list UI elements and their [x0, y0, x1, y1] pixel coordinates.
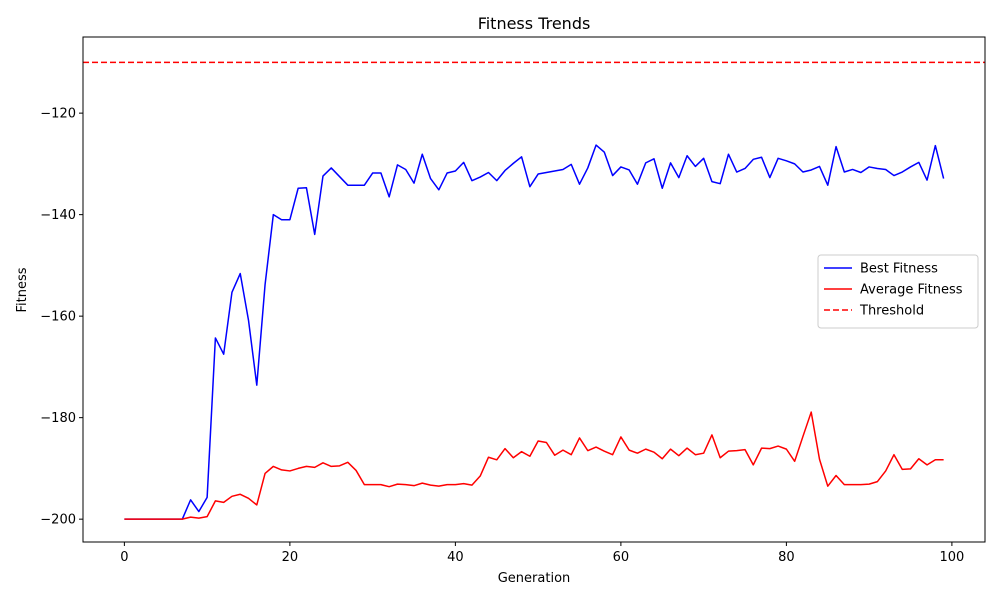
chart-title: Fitness Trends [478, 14, 591, 33]
x-tick-label: 0 [120, 550, 128, 565]
legend-label-best-fitness: Best Fitness [860, 262, 938, 277]
x-tick-label: 20 [282, 550, 299, 565]
best-fitness-line [124, 144, 945, 520]
y-axis-label: Fitness [15, 267, 30, 312]
legend-box [817, 254, 979, 329]
plot-area [83, 61, 985, 520]
y-tick-label: −200 [40, 513, 76, 528]
x-axis-label: Generation [498, 571, 571, 586]
legend: Best Fitness Average Fitness Threshold [817, 254, 979, 329]
y-tick-label: −180 [40, 411, 76, 426]
y-tick-label: −120 [40, 107, 76, 122]
y-tick-label: −140 [40, 208, 76, 223]
legend-label-threshold: Threshold [859, 304, 924, 319]
x-tick-label: 80 [778, 550, 795, 565]
x-tick-label: 40 [447, 550, 464, 565]
plot-frame [82, 36, 986, 543]
x-tick-label: 60 [613, 550, 630, 565]
y-tick-label: −160 [40, 310, 76, 325]
average-fitness-line [124, 411, 944, 520]
x-tick-label: 100 [939, 550, 964, 565]
series-group [83, 61, 985, 520]
legend-label-average-fitness: Average Fitness [860, 283, 963, 298]
axis-ticks: 0 20 40 60 80 100 −200 −180 −160 −140 −120 [40, 107, 964, 565]
